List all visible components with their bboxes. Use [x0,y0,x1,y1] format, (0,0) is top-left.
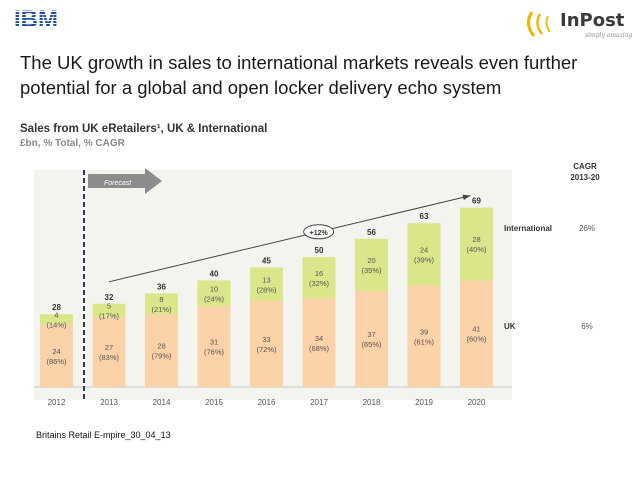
cagr-header-1: CAGR [573,162,597,171]
inpost-tagline: simply amazing [585,32,633,39]
x-tick-label: 2019 [415,398,433,407]
data-label-total: 45 [262,256,271,265]
data-label-intl-pct: (28%) [256,285,277,294]
growth-trend-line [108,195,471,283]
forecast-label: Forecast [104,180,132,187]
bar-uk [302,298,336,387]
data-label-total: 69 [472,197,481,206]
bar-uk [145,314,178,387]
data-label-intl-pct: (24%) [204,294,225,303]
data-label-intl-pct: (40%) [466,245,487,254]
data-label-uk-pct: (83%) [99,353,120,362]
ibm-logo: IBM [14,6,58,30]
data-label-total: 63 [420,212,429,221]
data-label-uk-value: 37 [367,330,375,339]
data-label-intl-value: 28 [472,235,480,244]
data-label-uk-value: 41 [472,325,480,334]
legend-international: International [504,224,552,233]
data-label-uk-value: 33 [262,335,270,344]
data-label-uk-pct: (60%) [466,335,487,344]
growth-label: +12% [310,230,329,237]
data-label-uk-value: 24 [52,347,60,356]
bar-uk [355,290,388,387]
data-label-intl-value: 16 [315,269,323,278]
data-label-total: 32 [105,293,114,302]
data-label-total: 36 [157,282,166,291]
data-label-total: 50 [315,246,324,255]
data-label-uk-pct: (65%) [361,340,382,349]
data-label-total: 40 [210,269,219,278]
data-label-uk-value: 39 [420,327,428,336]
cagr-uk: 6% [581,322,593,331]
bar-international [145,293,178,315]
x-tick-label: 2017 [310,398,328,407]
data-label-total: 28 [52,303,61,312]
data-label-intl-value: 5 [107,301,111,310]
headline-line-2: potential for a global and open locker d… [20,77,502,98]
chart-subtitle: £bn, % Total, % CAGR [20,138,126,149]
source-note: Britains Retail E-mpire_30_04_13 [36,430,171,440]
growth-arrowhead [462,194,471,201]
slide-headline: The UK growth in sales to international … [20,50,630,100]
bar-uk [460,280,493,387]
bar-international [250,267,283,302]
bar-international [302,257,336,299]
data-label-uk-value: 27 [105,343,113,352]
growth-badge [303,224,335,240]
svg-text:IBM: IBM [14,6,58,30]
data-label-total: 56 [367,228,376,237]
forecast-arrow [88,168,162,194]
data-label-uk-pct: (68%) [309,344,330,353]
headline-line-1: The UK growth in sales to international … [20,52,578,73]
data-label-intl-pct: (35%) [361,266,382,275]
data-label-uk-pct: (72%) [256,345,277,354]
bar-international [92,303,126,317]
bar-uk [197,306,231,387]
data-label-uk-value: 31 [210,338,218,347]
x-tick-label: 2013 [100,398,118,407]
bar-uk [250,301,283,387]
bar-international [460,207,493,281]
bar-international [197,280,231,307]
bar-international [407,223,441,286]
data-label-intl-pct: (21%) [151,305,172,314]
x-tick-label: 2018 [363,398,381,407]
x-tick-label: 2012 [48,398,66,407]
x-tick-label: 2020 [468,398,486,407]
inpost-logo-icon [527,11,551,37]
data-label-uk-value: 28 [157,342,165,351]
data-label-uk-pct: (61%) [414,337,435,346]
data-label-intl-value: 20 [367,256,375,265]
bar-uk [407,285,441,387]
data-label-intl-pct: (32%) [309,279,330,288]
bar-uk [40,324,73,387]
x-tick-label: 2014 [153,398,171,407]
data-label-intl-value: 4 [54,310,58,319]
data-label-intl-pct: (14%) [46,320,67,329]
cagr-international: 26% [579,224,595,233]
chart-title: Sales from UK eRetailers¹, UK & Internat… [20,123,267,135]
data-label-uk-value: 34 [315,334,323,343]
data-label-intl-pct: (17%) [99,311,120,320]
cagr-header-2: 2013-20 [570,173,600,182]
data-label-uk-pct: (79%) [151,352,172,361]
x-tick-label: 2015 [205,398,223,407]
data-label-uk-pct: (86%) [46,357,67,366]
data-label-intl-value: 10 [210,284,218,293]
x-tick-label: 2016 [258,398,276,407]
bar-international [40,314,73,325]
legend-uk: UK [504,322,516,331]
data-label-intl-value: 13 [262,275,270,284]
bar-international [355,238,388,291]
data-label-intl-value: 8 [159,295,163,304]
data-label-uk-pct: (76%) [204,348,225,357]
bar-uk [92,316,126,387]
inpost-wordmark: InPost [560,10,625,31]
data-label-intl-value: 24 [420,245,428,254]
data-label-intl-pct: (39%) [414,255,435,264]
